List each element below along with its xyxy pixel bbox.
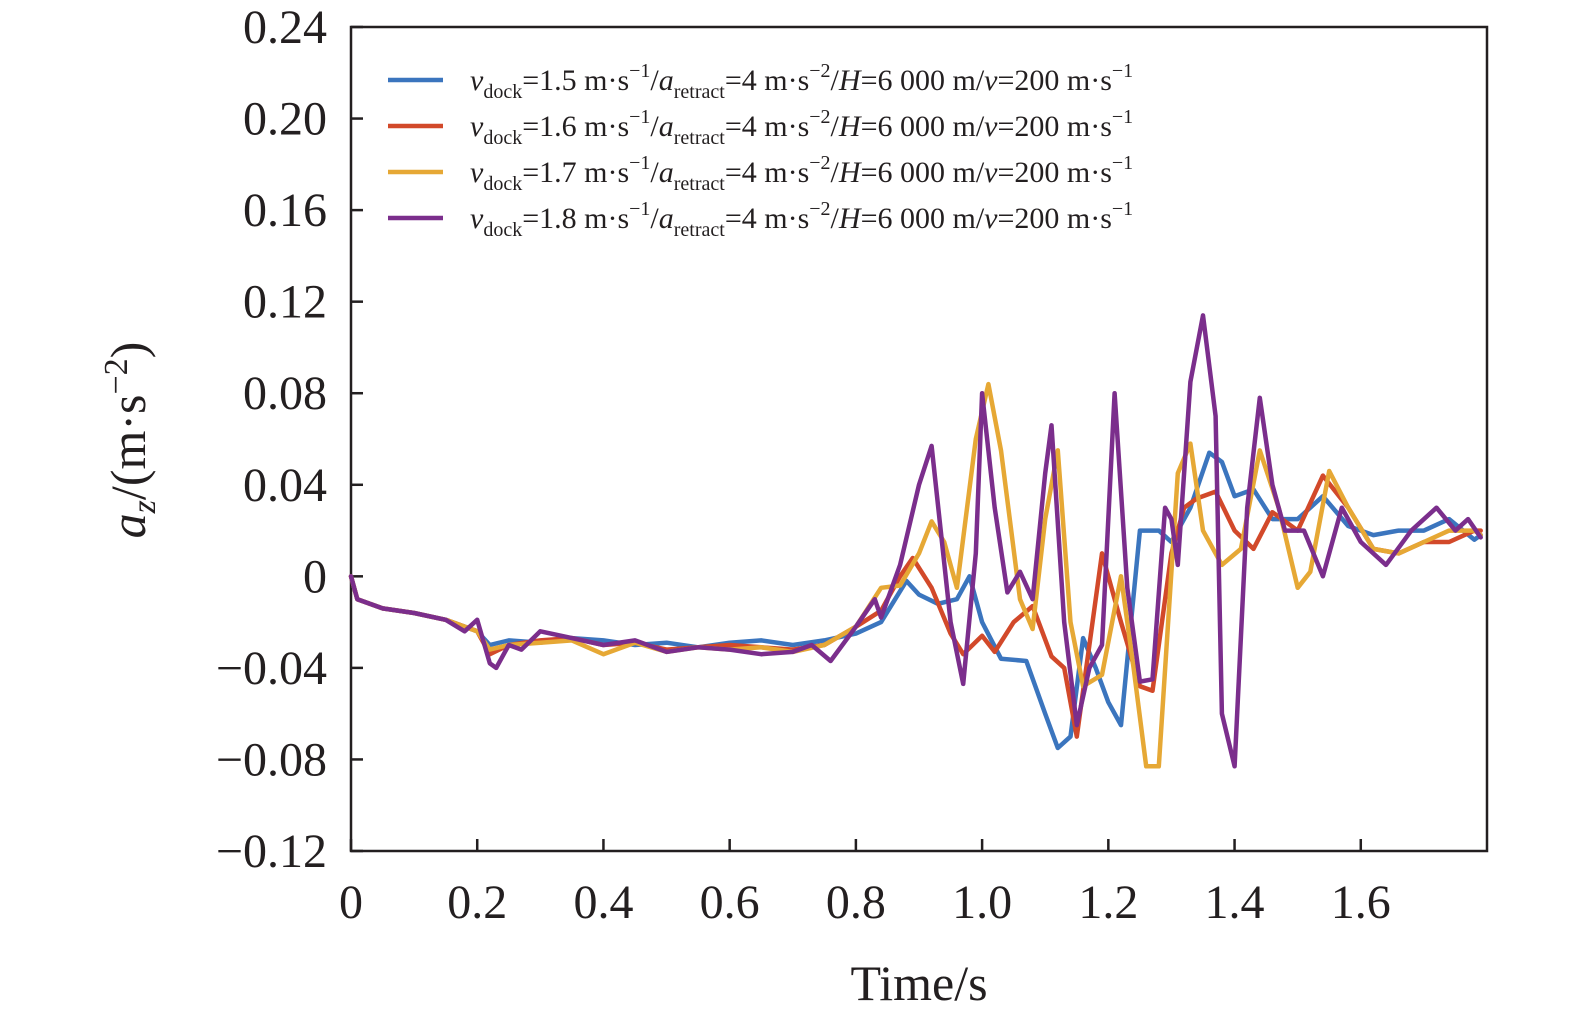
y-tick-label: 0.24 (243, 1, 327, 54)
x-tick-label: 1.4 (1205, 876, 1265, 929)
y-axis-unit: /(m·s (100, 395, 156, 501)
x-axis-title: Time/s (850, 955, 987, 1011)
x-tick-label: 0.8 (826, 876, 886, 929)
legend: vdock=1.5 m·s−1/aretract=4 m·s−2/H=6 000… (388, 60, 1133, 241)
legend-entry: vdock=1.6 m·s−1/aretract=4 m·s−2/H=6 000… (470, 106, 1133, 149)
x-tick-label: 1.0 (952, 876, 1012, 929)
legend-entry: vdock=1.5 m·s−1/aretract=4 m·s−2/H=6 000… (470, 60, 1133, 103)
y-axis-ticks: −0.12 −0.08 −0.04 0 0.04 0.08 0.12 0.16 0.20 0.24 (216, 1, 363, 878)
x-tick-label: 1.2 (1078, 876, 1138, 929)
y-axis-title: az/(m·s−2) (98, 342, 163, 539)
x-axis-ticks: 0 0.2 0.4 0.6 0.8 1.0 1.2 1.4 1.6 (339, 839, 1391, 929)
y-axis-close: ) (100, 342, 156, 359)
y-tick-label: −0.08 (216, 733, 327, 786)
y-tick-label: −0.04 (216, 642, 327, 695)
y-axis-sub: z (126, 500, 163, 514)
x-tick-label: 0.4 (573, 876, 633, 929)
x-tick-label: 0.6 (700, 876, 760, 929)
series-line-4 (348, 313, 1483, 769)
y-axis-var: a (100, 513, 156, 538)
plot-frame (349, 25, 1489, 853)
x-tick-label: 1.6 (1331, 876, 1391, 929)
series-line-2 (348, 473, 1483, 739)
series-line-3 (348, 381, 1483, 769)
x-tick-label: 0 (339, 876, 363, 929)
y-tick-label: 0.20 (243, 93, 327, 146)
y-tick-label: −0.12 (216, 825, 327, 878)
y-tick-label: 0.12 (243, 276, 327, 329)
legend-entry: vdock=1.7 m·s−1/aretract=4 m·s−2/H=6 000… (470, 152, 1133, 195)
series-lines (348, 313, 1483, 769)
x-tick-label: 0.2 (447, 876, 507, 929)
legend-entry: vdock=1.8 m·s−1/aretract=4 m·s−2/H=6 000… (470, 198, 1133, 241)
y-tick-label: 0 (303, 550, 327, 603)
y-tick-label: 0.04 (243, 459, 327, 512)
y-tick-label: 0.08 (243, 367, 327, 420)
y-axis-sup: −2 (98, 358, 135, 394)
y-tick-label: 0.16 (243, 184, 327, 237)
